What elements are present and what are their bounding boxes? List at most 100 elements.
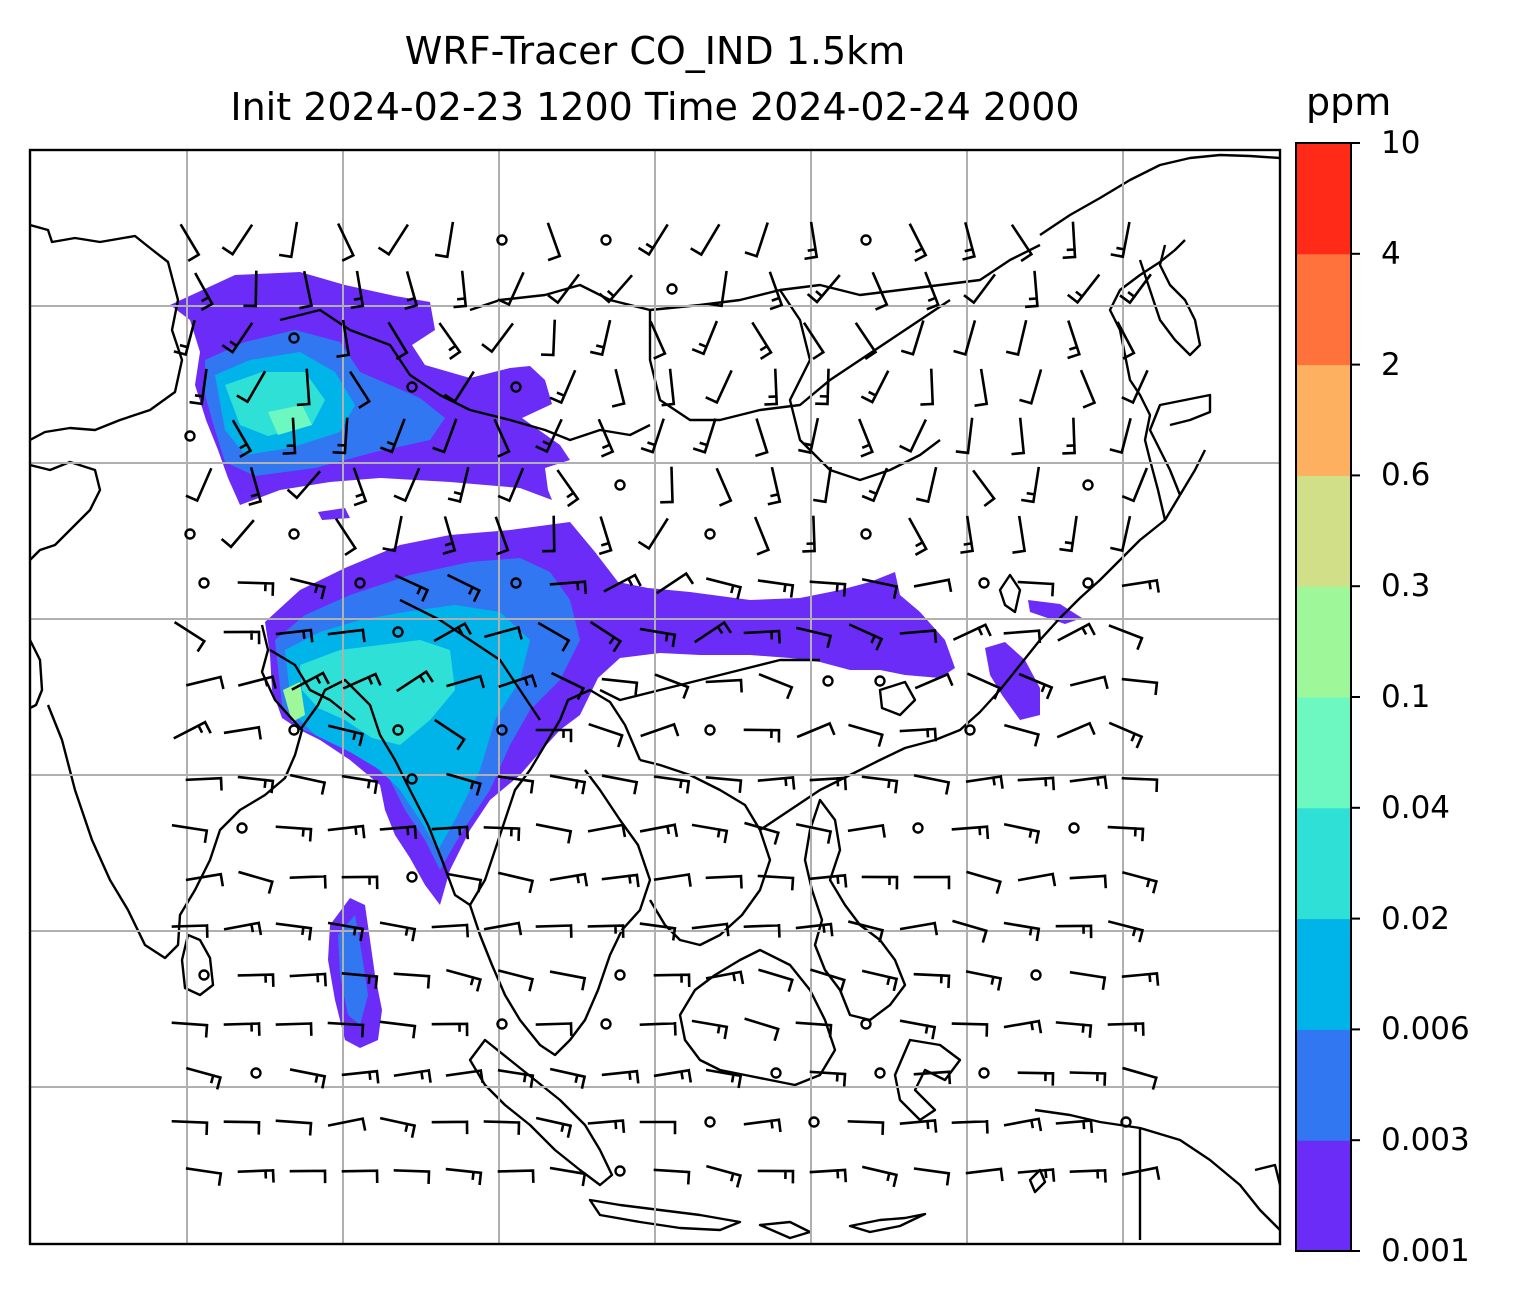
wind-barb <box>237 1168 275 1183</box>
wind-barb <box>1019 369 1043 405</box>
wind-barb <box>1121 971 1160 986</box>
wind-barb <box>393 972 431 989</box>
wind-barb <box>549 970 587 991</box>
calm-wind-circle <box>614 969 626 981</box>
wind-barb <box>1021 466 1041 504</box>
wind-barb <box>757 874 795 891</box>
wind-barb <box>387 321 409 361</box>
calm-wind-circle <box>860 234 872 246</box>
wind-barb <box>1003 1019 1043 1034</box>
wind-barb <box>433 718 467 751</box>
wind-barb <box>758 673 794 700</box>
wind-barb <box>445 1167 483 1186</box>
wind-barb <box>589 319 612 357</box>
map-subtitle: Init 2024-02-23 1200 Time 2024-02-24 200… <box>230 85 1080 129</box>
coast-java <box>588 1198 742 1232</box>
map-frame <box>28 148 1282 1246</box>
wind-barb <box>815 368 830 406</box>
wind-barb <box>352 467 368 507</box>
wind-barb <box>289 577 327 600</box>
wind-barb <box>1109 417 1132 455</box>
calm-wind-circle <box>600 1018 612 1030</box>
wind-barb <box>603 573 642 593</box>
wind-barb <box>1003 921 1041 942</box>
wind-barb <box>587 823 627 838</box>
calm-wind-circle <box>392 724 404 736</box>
wind-barb <box>640 722 680 738</box>
wind-barb <box>751 321 773 360</box>
coast-sulawesi <box>893 1038 962 1122</box>
wind-barb <box>1005 319 1028 357</box>
wind-barb <box>1056 721 1096 739</box>
calm-wind-circle <box>860 1018 872 1030</box>
wind-barb <box>653 973 691 988</box>
coast-new-guinea <box>1034 1108 1280 1240</box>
wind-barb <box>327 1117 367 1131</box>
wind-barb <box>955 417 974 455</box>
wind-barb <box>275 825 313 842</box>
wind-barb <box>913 1167 951 1186</box>
wind-barb <box>951 1119 989 1134</box>
wind-barb <box>336 319 351 358</box>
coast-russia-east <box>1039 153 1280 236</box>
wind-barb <box>535 924 573 938</box>
wind-barb <box>1069 775 1108 790</box>
wind-barb <box>871 271 889 311</box>
wind-barb <box>802 322 826 360</box>
wind-barb <box>802 515 816 553</box>
wind-barb <box>549 872 589 887</box>
colorbar-tick-label: 0.006 <box>1381 1011 1470 1048</box>
wind-barb <box>171 1119 209 1136</box>
wind-barb <box>809 776 848 791</box>
colorbar-tick-label: 0.003 <box>1381 1122 1470 1159</box>
map-panel <box>30 150 1280 1244</box>
wind-barb <box>754 418 769 458</box>
wind-barb <box>493 418 511 458</box>
concentration-field <box>170 272 1082 1048</box>
wind-barb <box>691 1019 729 1040</box>
wind-barb <box>332 417 349 455</box>
wind-barb <box>289 874 327 889</box>
calm-wind-circle <box>184 430 196 442</box>
wind-barb <box>185 1167 223 1186</box>
wind-barb <box>1012 515 1027 554</box>
wind-barb <box>611 368 626 408</box>
wind-barb <box>289 972 327 987</box>
wind-barb <box>1017 776 1056 791</box>
wind-barb <box>1110 221 1131 259</box>
wind-barb <box>1057 622 1096 642</box>
coastlines <box>30 153 1280 1240</box>
wind-barb <box>1003 822 1041 844</box>
wind-barb <box>692 418 717 454</box>
wind-barb <box>965 970 1003 991</box>
calm-wind-circle <box>406 871 418 883</box>
wind-barb <box>453 270 468 309</box>
wind-barb <box>913 875 951 890</box>
wind-barb <box>963 273 997 305</box>
wind-barb <box>334 518 358 556</box>
wind-barb <box>858 418 874 458</box>
wind-barb <box>743 629 781 644</box>
wind-barb <box>289 1169 327 1184</box>
wind-barb <box>278 221 299 259</box>
wind-barb <box>705 577 743 600</box>
wind-barb <box>804 221 819 261</box>
wind-barb <box>588 722 624 748</box>
calm-wind-circle <box>874 675 886 687</box>
wind-barb <box>248 466 263 507</box>
wind-barb <box>966 870 1002 895</box>
wind-barb <box>809 580 847 597</box>
coast-hainan <box>878 680 917 717</box>
wind-barb <box>813 466 833 504</box>
gridlines <box>30 150 1280 1244</box>
calm-wind-circle <box>822 675 834 687</box>
wind-barb <box>535 728 573 743</box>
calm-wind-circle <box>510 577 522 589</box>
wind-barb <box>908 517 928 556</box>
calm-wind-circle <box>496 234 508 246</box>
wind-barb <box>231 419 253 458</box>
wind-barb <box>1121 1166 1161 1181</box>
wind-barb <box>795 1021 833 1038</box>
wind-barb <box>1059 515 1078 553</box>
wind-barb <box>974 368 989 407</box>
